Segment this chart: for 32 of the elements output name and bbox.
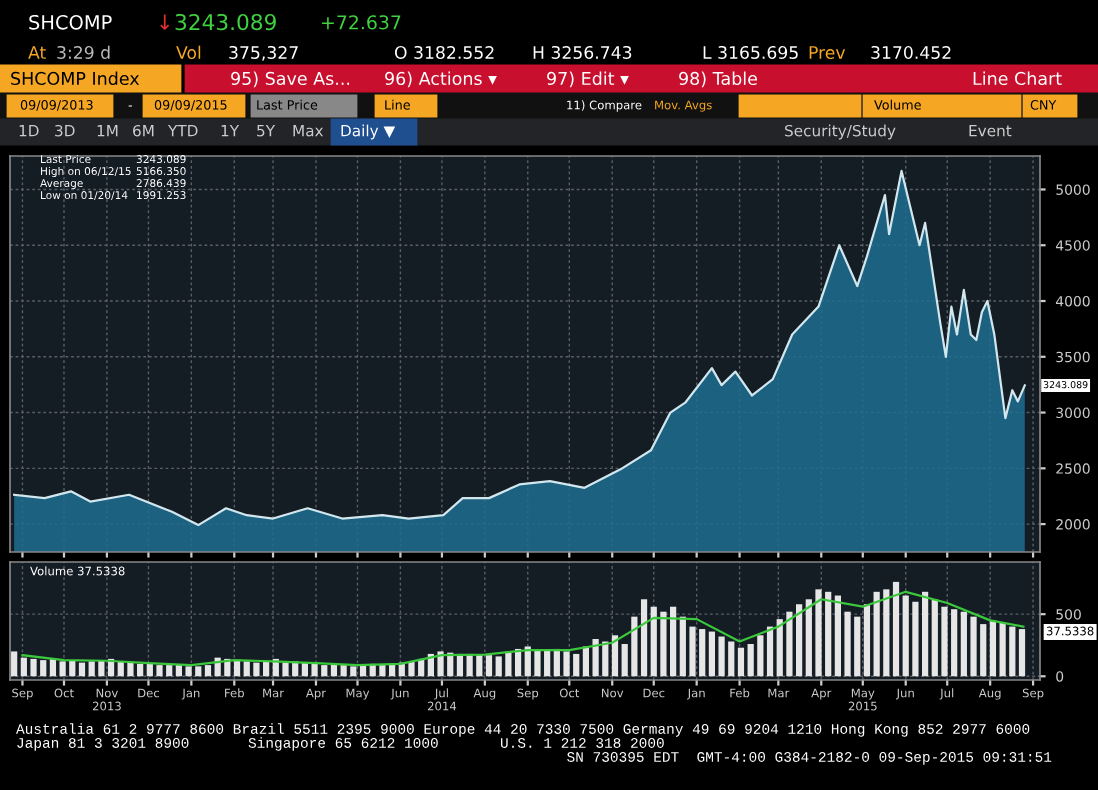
text: 3243.089: [175, 13, 276, 31]
text: At: [28, 46, 46, 59]
text: Prev: [809, 46, 846, 59]
bar: [78, 662, 86, 677]
text: Vol: [176, 45, 201, 59]
text: SHCOMP: [29, 14, 112, 30]
bar: [611, 635, 619, 677]
bar: [863, 604, 871, 677]
bar: [11, 651, 18, 677]
bar: [204, 665, 212, 677]
bar: [989, 620, 997, 677]
text: L 3165.695: [703, 45, 798, 59]
text: 375,327: [229, 45, 298, 61]
text: 97) Edit ▾: [547, 71, 629, 88]
text: +72.637: [322, 15, 401, 30]
text: H 3256.743: [533, 45, 632, 59]
text: 98) Table: [679, 71, 757, 88]
bar: [737, 647, 745, 677]
text: ↓: [160, 14, 170, 30]
text: Line Chart: [973, 71, 1062, 86]
bar: [766, 626, 774, 677]
text: O 3182.552: [394, 45, 494, 59]
text: 3:29 d: [57, 45, 110, 59]
bar: [485, 655, 493, 677]
text: SHCOMP Index: [11, 71, 140, 86]
line-series: [21, 590, 1025, 667]
text: 95) Save As...: [231, 71, 350, 88]
bar: [892, 581, 900, 677]
text: 3170.452: [871, 45, 951, 59]
bar: [1018, 629, 1026, 677]
bar: [640, 599, 648, 677]
text: 96) Actions ▾: [385, 71, 497, 88]
